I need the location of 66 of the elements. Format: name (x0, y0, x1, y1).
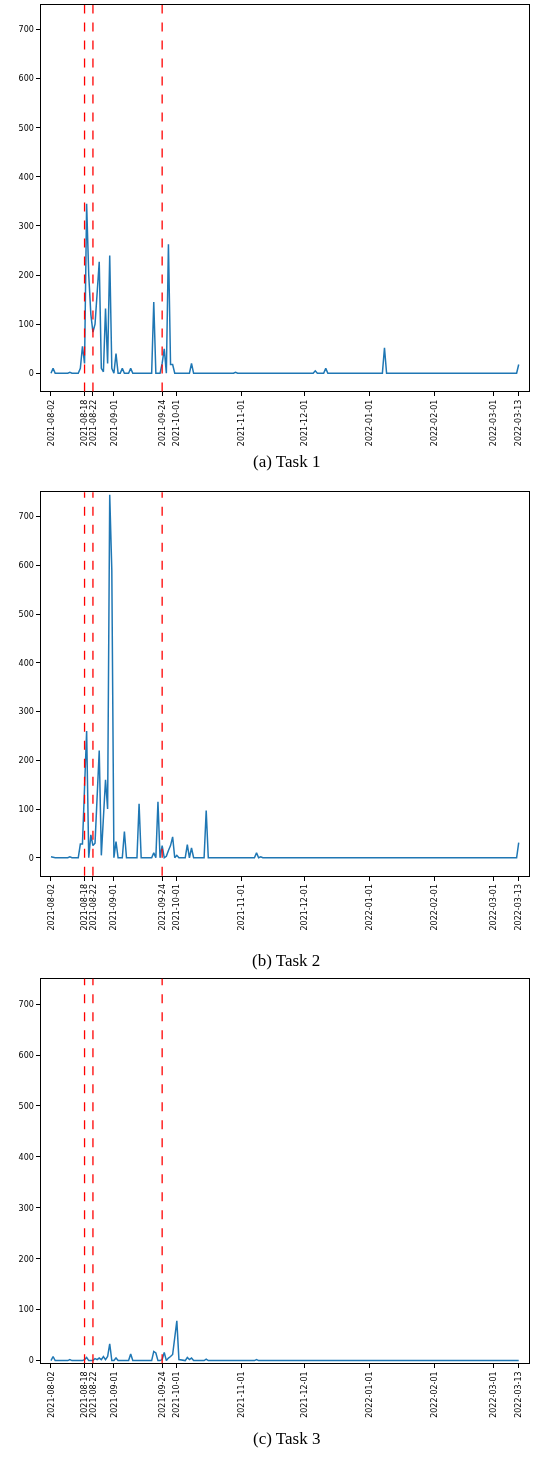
text: (b) Task 2 (252, 951, 321, 970)
y-tick-label: 600 (18, 561, 34, 571)
y-tick-label: 0 (28, 1356, 34, 1366)
y-tick-label: 200 (18, 1254, 34, 1264)
y-tick-label: 0 (28, 369, 34, 379)
x-tick-label: 2021-08-22 (88, 399, 98, 447)
x-tick-label: 2021-09-01 (109, 1371, 119, 1418)
y-tick-label: 400 (18, 172, 34, 182)
x-tick-label: 2021-09-24 (157, 399, 167, 447)
x-tick-label: 2021-11-01 (237, 1371, 247, 1418)
x-tick-label: 2021-10-01 (172, 884, 182, 931)
x-tick-label: 2021-09-24 (157, 884, 167, 931)
x-tick-label: 2022-03-01 (489, 1371, 499, 1418)
y-tick-label: 600 (18, 1050, 34, 1060)
x-tick-label: 2021-09-24 (157, 1371, 167, 1418)
y-tick-label: 100 (18, 1305, 34, 1315)
x-tick-label: 2021-09-01 (109, 399, 119, 447)
y-tick-label: 100 (18, 319, 34, 329)
x-tick-label: 2021-11-01 (237, 884, 247, 931)
text: (c) Task 3 (253, 1429, 321, 1448)
x-tick-label: 2021-08-22 (88, 1371, 98, 1418)
x-tick-label: 2022-02-01 (430, 884, 440, 931)
line-series (50, 203, 520, 375)
y-tick-label: 700 (18, 512, 34, 522)
x-tick-label: 2021-08-18 (80, 884, 90, 931)
y-tick-label: 0 (28, 853, 34, 863)
y-tick-label: 100 (18, 804, 34, 814)
y-tick-label: 200 (18, 270, 34, 280)
line-series (50, 1320, 520, 1362)
x-tick-label: 2022-03-01 (489, 884, 499, 931)
x-tick-label: 2022-01-01 (365, 399, 375, 447)
line-series (50, 494, 520, 859)
x-tick-label: 2021-12-01 (300, 1371, 310, 1418)
y-tick-label: 700 (18, 25, 34, 35)
y-tick-label: 700 (18, 999, 34, 1009)
x-tick-label: 2021-11-01 (237, 399, 247, 447)
y-tick-label: 600 (18, 74, 34, 84)
x-tick-label: 2022-03-13 (514, 399, 524, 447)
x-tick-label: 2022-03-01 (489, 399, 499, 447)
y-tick-label: 400 (18, 1152, 34, 1162)
y-tick-label: 300 (18, 707, 34, 717)
x-tick-label: 2021-08-02 (46, 399, 56, 447)
x-tick-label: 2021-12-01 (300, 399, 310, 447)
x-tick-label: 2021-09-01 (109, 884, 119, 931)
x-tick-label: 2021-12-01 (300, 884, 310, 931)
x-tick-label: 2021-10-01 (172, 399, 182, 447)
y-tick-label: 500 (18, 123, 34, 133)
y-tick-label: 400 (18, 658, 34, 668)
x-tick-label: 2021-08-18 (80, 1371, 90, 1418)
x-tick-label: 2021-10-01 (172, 1371, 182, 1418)
y-tick-label: 200 (18, 756, 34, 766)
y-tick-label: 500 (18, 1101, 34, 1111)
x-tick-label: 2021-08-02 (46, 884, 56, 931)
x-tick-label: 2021-08-02 (46, 1371, 56, 1418)
x-tick-label: 2022-03-13 (514, 884, 524, 931)
y-tick-label: 300 (18, 221, 34, 231)
text: (a) Task 1 (253, 452, 321, 471)
x-tick-label: 2022-01-01 (365, 884, 375, 931)
y-tick-label: 500 (18, 609, 34, 619)
x-tick-label: 2022-02-01 (430, 1371, 440, 1418)
x-tick-label: 2021-08-18 (80, 399, 90, 447)
x-tick-label: 2022-01-01 (365, 1371, 375, 1418)
y-tick-label: 300 (18, 1203, 34, 1213)
x-tick-label: 2022-03-13 (514, 1371, 524, 1418)
x-tick-label: 2022-02-01 (430, 399, 440, 447)
x-tick-label: 2021-08-22 (88, 884, 98, 931)
